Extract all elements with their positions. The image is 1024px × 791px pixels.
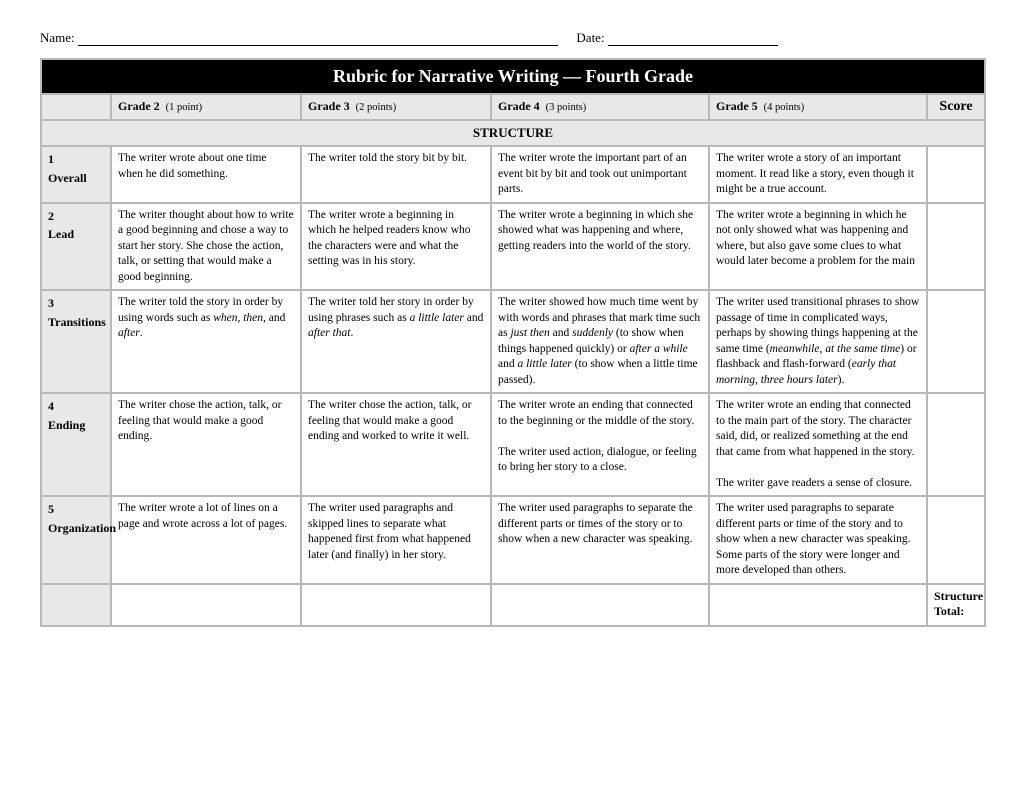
rubric-title: Rubric for Narrative Writing — Fourth Gr… (41, 59, 985, 94)
score-input[interactable] (927, 393, 985, 496)
name-date-line: Name: Date: (40, 30, 984, 46)
date-label: Date: (576, 30, 604, 45)
score-input[interactable] (927, 203, 985, 291)
rubric-row-overall: 1Overall The writer wrote about one time… (41, 146, 985, 203)
structure-total-row: Structure Total: (41, 584, 985, 626)
rubric-table: Rubric for Narrative Writing — Fourth Gr… (40, 58, 986, 627)
score-input[interactable] (927, 146, 985, 203)
section-structure: STRUCTURE (41, 120, 985, 146)
column-header-row: Grade 2(1 point) Grade 3(2 points) Grade… (41, 94, 985, 120)
date-blank[interactable] (608, 45, 778, 46)
name-label: Name: (40, 30, 75, 45)
name-blank[interactable] (78, 45, 558, 46)
rubric-row-ending: 4Ending The writer chose the action, tal… (41, 393, 985, 496)
score-input[interactable] (927, 496, 985, 584)
rubric-row-lead: 2Lead The writer thought about how to wr… (41, 203, 985, 291)
col-grade2: Grade 2(1 point) (111, 94, 301, 120)
col-grade5: Grade 5(4 points) (709, 94, 927, 120)
structure-total-label: Structure Total: (927, 584, 985, 626)
score-column-header: Score (927, 94, 985, 120)
rubric-row-transitions: 3Transitions The writer told the story i… (41, 290, 985, 393)
rubric-row-organization: 5Organization The writer wrote a lot of … (41, 496, 985, 584)
col-grade4: Grade 4(3 points) (491, 94, 709, 120)
col-grade3: Grade 3(2 points) (301, 94, 491, 120)
score-input[interactable] (927, 290, 985, 393)
